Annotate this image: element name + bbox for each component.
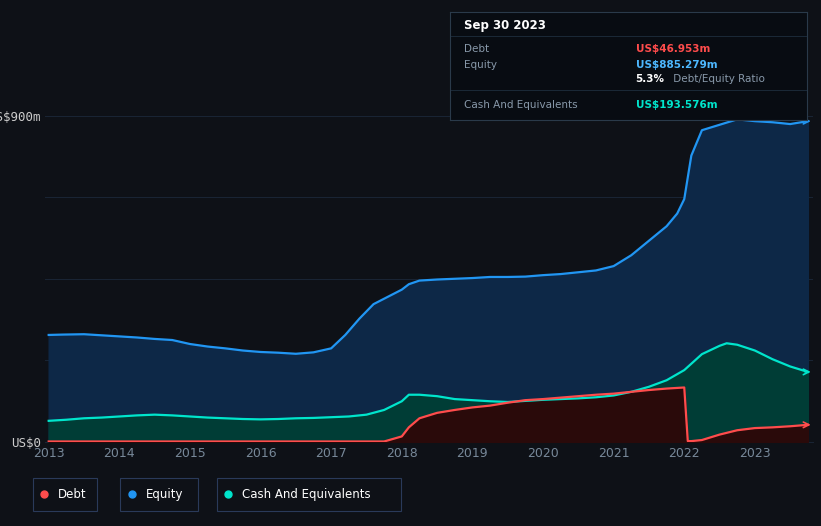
FancyBboxPatch shape xyxy=(120,478,199,511)
Text: Cash And Equivalents: Cash And Equivalents xyxy=(464,100,578,110)
Text: Sep 30 2023: Sep 30 2023 xyxy=(464,18,546,32)
Text: US$885.279m: US$885.279m xyxy=(635,60,718,70)
Text: Debt: Debt xyxy=(58,488,87,501)
Text: Cash And Equivalents: Cash And Equivalents xyxy=(242,488,370,501)
Text: Debt: Debt xyxy=(464,44,489,54)
Text: Debt/Equity Ratio: Debt/Equity Ratio xyxy=(670,74,764,84)
Text: US$193.576m: US$193.576m xyxy=(635,100,718,110)
FancyBboxPatch shape xyxy=(33,478,97,511)
Text: Equity: Equity xyxy=(145,488,183,501)
Text: Equity: Equity xyxy=(464,60,498,70)
FancyBboxPatch shape xyxy=(217,478,401,511)
Text: 5.3%: 5.3% xyxy=(635,74,665,84)
Text: US$46.953m: US$46.953m xyxy=(635,44,710,54)
